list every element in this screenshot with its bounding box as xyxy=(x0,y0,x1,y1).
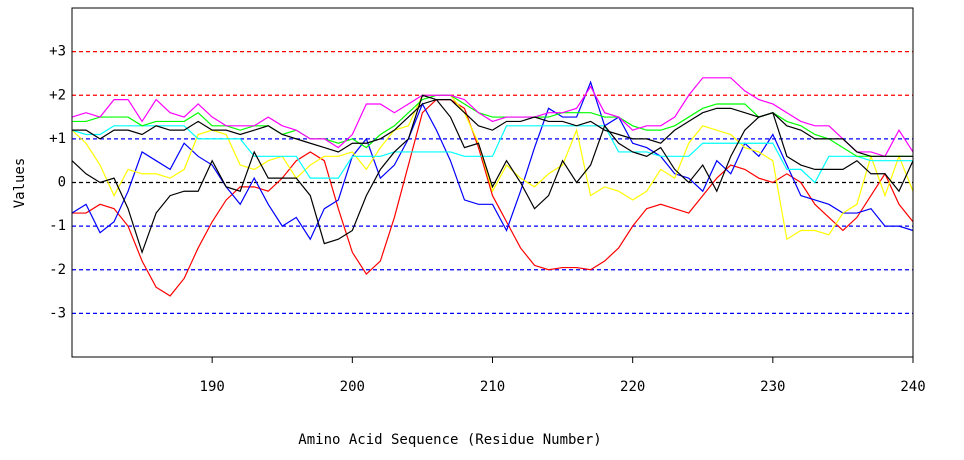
x-tick-label: 200 xyxy=(340,379,365,395)
y-tick-label: -3 xyxy=(49,305,66,321)
x-axis-label: Amino Acid Sequence (Residue Number) xyxy=(298,432,601,448)
x-tick-label: 210 xyxy=(480,379,505,395)
x-tick-label: 190 xyxy=(200,379,225,395)
plot-frame xyxy=(71,7,914,358)
y-tick-label: +3 xyxy=(49,44,66,60)
series-line xyxy=(72,99,914,297)
series-line xyxy=(71,94,914,255)
x-tick-label: 230 xyxy=(760,379,785,395)
series-line xyxy=(71,80,914,241)
y-tick-label: -2 xyxy=(49,262,66,278)
series-line xyxy=(71,77,914,158)
y-tick-label: 0 xyxy=(58,175,66,191)
y-tick-label: -1 xyxy=(49,218,66,234)
series-line xyxy=(72,99,913,157)
x-tick-label: 240 xyxy=(900,379,925,395)
y-tick-label: +2 xyxy=(49,87,66,103)
series-line xyxy=(71,125,913,184)
y-axis-label: Values xyxy=(12,158,28,209)
y-tick-label: +1 xyxy=(49,131,66,147)
x-tick-label: 220 xyxy=(620,379,645,395)
